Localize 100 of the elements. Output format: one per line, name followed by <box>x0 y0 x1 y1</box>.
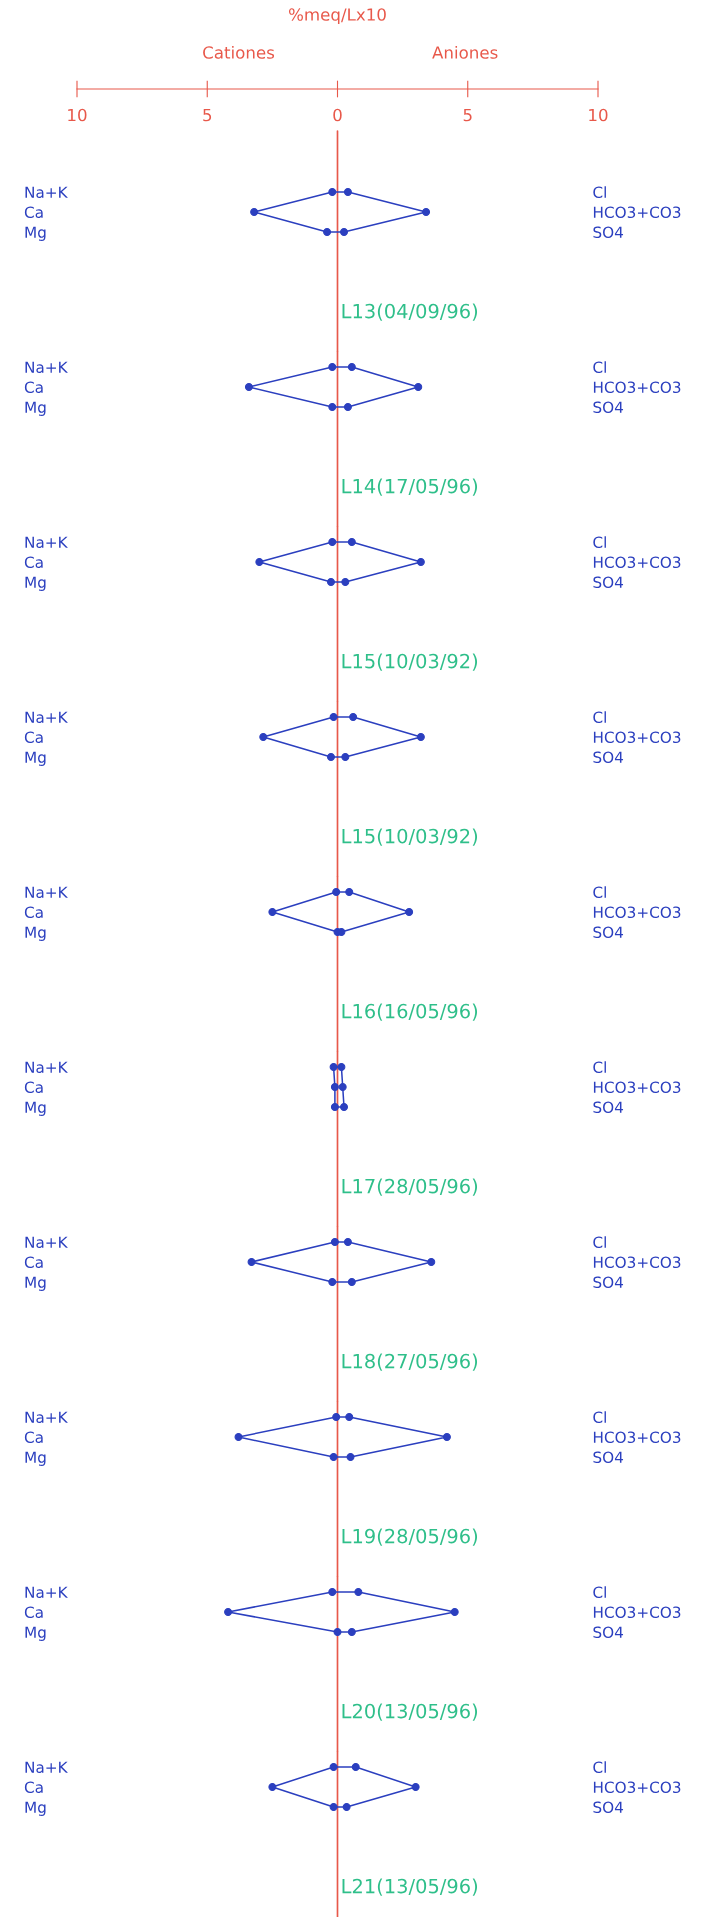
point <box>442 1433 451 1441</box>
point <box>328 1278 337 1286</box>
point <box>347 363 356 371</box>
y-tick-label: Ca <box>24 381 43 394</box>
y2-tick-label: Cl <box>593 536 606 549</box>
point <box>259 733 268 741</box>
y2-tick-label: SO4 <box>593 926 624 939</box>
point <box>416 558 425 566</box>
point <box>414 383 423 391</box>
point <box>330 1083 339 1091</box>
point <box>329 1063 338 1071</box>
point <box>330 1238 339 1246</box>
y-tick-label: Ca <box>24 1081 43 1094</box>
y2-tick-label: HCO3+CO3 <box>593 1431 681 1444</box>
point <box>328 538 337 546</box>
point <box>345 1413 354 1421</box>
y-tick-label: Ca <box>24 206 43 219</box>
y-tick-label: Na+K <box>25 886 68 899</box>
point <box>341 753 350 761</box>
y-tick-label: Mg <box>25 1276 46 1291</box>
point <box>329 713 338 721</box>
text: L21(13/05/96) <box>342 1878 478 1896</box>
text: L15(10/03/92) <box>342 828 478 846</box>
point <box>234 1433 243 1441</box>
point <box>268 908 277 916</box>
y-tick-label: Na+K <box>25 361 68 374</box>
y2-tick-label: HCO3+CO3 <box>593 1781 681 1794</box>
y-tick-label: Ca <box>24 1781 43 1794</box>
y-tick-label: Mg <box>25 226 46 241</box>
point <box>250 208 259 216</box>
y2-tick-label: Cl <box>593 186 606 199</box>
point <box>340 1103 348 1111</box>
text: L15(10/03/92) <box>342 653 478 671</box>
point <box>341 578 350 586</box>
point <box>244 383 253 391</box>
y2-tick-label: HCO3+CO3 <box>593 906 681 919</box>
point <box>323 228 332 236</box>
y-tick-label: Ca <box>24 1431 43 1444</box>
point <box>345 888 354 896</box>
y2-tick-label: SO4 <box>593 751 624 764</box>
y2-tick-label: HCO3+CO3 <box>593 381 681 394</box>
y-tick-label: Ca <box>24 906 43 919</box>
y2-tick-label: HCO3+CO3 <box>593 1256 681 1269</box>
point <box>329 1763 338 1771</box>
y2-tick-label: SO4 <box>593 1451 624 1464</box>
point <box>427 1258 436 1266</box>
text: L17(28/05/96) <box>342 1178 478 1196</box>
point <box>328 188 337 196</box>
y-tick-label: Na+K <box>25 1761 68 1774</box>
point <box>343 188 352 196</box>
y2-tick-label: Cl <box>593 1586 606 1599</box>
x-tick-label: 10 <box>68 108 87 122</box>
text: L16(16/05/96) <box>342 1003 478 1021</box>
text: L14(17/05/96) <box>342 478 478 496</box>
point <box>354 1588 363 1596</box>
point <box>342 1803 351 1811</box>
y-tick-label: Na+K <box>25 1411 68 1424</box>
point <box>416 733 425 741</box>
y2-tick-label: SO4 <box>593 226 624 239</box>
y-tick-label: Mg <box>25 576 46 591</box>
point <box>351 1763 360 1771</box>
point <box>327 578 335 586</box>
point <box>330 1103 339 1111</box>
y2-tick-label: Cl <box>593 1411 606 1424</box>
y2-tick-label: HCO3+CO3 <box>593 1606 681 1619</box>
point <box>268 1783 277 1791</box>
y-tick-label: Ca <box>24 556 43 569</box>
text: L18(27/05/96) <box>342 1353 478 1371</box>
point <box>328 1588 337 1596</box>
y2-tick-label: Cl <box>593 361 606 374</box>
point <box>338 1083 347 1091</box>
y-tick-label: Ca <box>24 1256 43 1269</box>
point <box>349 713 358 721</box>
point <box>346 1453 355 1461</box>
x-tick-label: 10 <box>589 108 608 122</box>
y2-tick-label: SO4 <box>593 1801 624 1814</box>
point <box>255 558 264 566</box>
y-tick-label: Mg <box>25 926 46 941</box>
point <box>347 1278 356 1286</box>
y-tick-label: Na+K <box>25 711 68 724</box>
y-tick-label: Mg <box>25 1101 46 1116</box>
point <box>224 1608 233 1616</box>
point <box>337 1063 346 1071</box>
point <box>328 403 337 411</box>
point <box>332 888 341 896</box>
x-tick-label: 5 <box>203 108 212 122</box>
y2-tick-label: HCO3+CO3 <box>593 731 681 744</box>
point <box>329 1453 338 1461</box>
x-tick-label: 0 <box>333 108 342 122</box>
x-tick-label: 5 <box>463 108 472 122</box>
text: L13(04/09/96) <box>342 303 478 321</box>
point <box>347 1628 356 1636</box>
point <box>247 1258 256 1266</box>
y-tick-label: Ca <box>24 1606 43 1619</box>
point <box>450 1608 459 1616</box>
text: Aniones <box>432 45 498 59</box>
y-tick-label: Mg <box>25 1801 46 1816</box>
y2-tick-label: Cl <box>593 1761 606 1774</box>
y2-tick-label: SO4 <box>593 401 624 414</box>
y-tick-label: Na+K <box>25 536 68 549</box>
